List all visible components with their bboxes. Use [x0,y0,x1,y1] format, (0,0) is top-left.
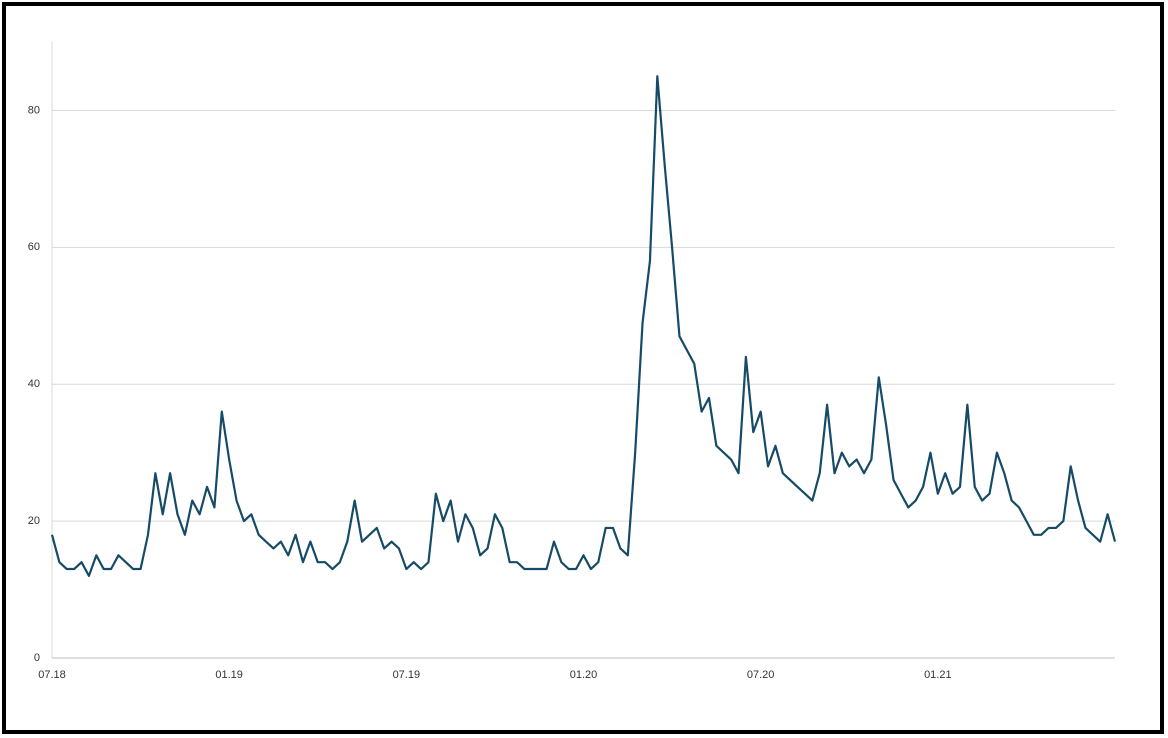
data-line [50,75,1117,577]
x-tick-label: 07.18 [38,669,66,681]
x-tick-label: 01.21 [924,669,952,681]
y-tick-label: 40 [28,378,40,390]
x-tick-label: 07.20 [747,669,775,681]
y-tick-label: 20 [28,515,40,527]
x-tick-label: 01.19 [215,669,243,681]
y-tick-label: 0 [34,652,40,664]
x-tick-label: 01.20 [570,669,598,681]
y-tick-label: 80 [28,104,40,116]
x-tick-label: 07.19 [393,669,421,681]
y-tick-label: 60 [28,241,40,253]
